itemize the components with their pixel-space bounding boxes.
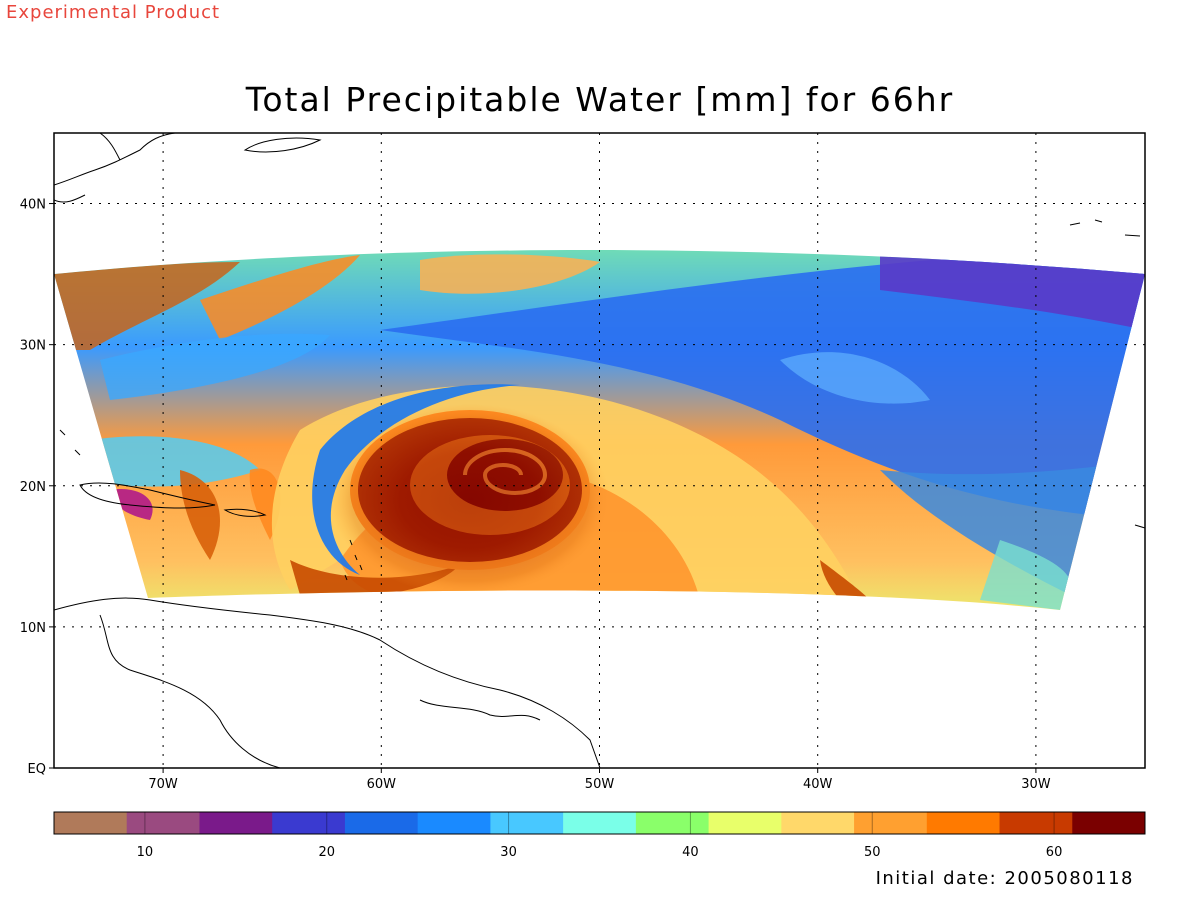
lat-tick-label: EQ [28, 762, 46, 777]
colorbar-swatch-12 [926, 812, 1001, 834]
colorbar-swatch-9 [708, 812, 782, 834]
map-title: Total Precipitable Water [mm] for 66hr [245, 80, 955, 119]
colorbar-label: 20 [318, 845, 335, 860]
colorbar-swatch-3 [272, 812, 346, 834]
lat-tick-label: 30N [20, 339, 46, 354]
lat-tick-label: 20N [20, 480, 46, 495]
colorbar-labels: 10 20 30 40 50 60 [137, 812, 1063, 860]
longitude-ticks: 70W 60W 50W 40W 30W [148, 768, 1051, 792]
colorbar-label: 30 [500, 845, 517, 860]
colorbar-swatch-2 [199, 812, 273, 834]
lon-tick-label: 50W [585, 777, 615, 792]
colorbar [54, 812, 1146, 834]
precipitable-water-field [54, 250, 1145, 610]
graticule [54, 133, 1145, 768]
colorbar-label: 10 [137, 845, 154, 860]
colorbar-swatch-14 [1072, 812, 1146, 834]
colorbar-swatch-7 [563, 812, 637, 834]
colorbar-swatch-4 [344, 812, 419, 834]
colorbar-swatch-10 [781, 812, 855, 834]
lat-tick-label: 10N [20, 621, 46, 636]
colorbar-swatch-11 [854, 812, 928, 834]
colorbar-frame [53, 811, 1146, 835]
colorbar-swatch-6 [490, 812, 564, 834]
initial-date-label: Initial date: 2005080118 [875, 868, 1134, 889]
colorbar-swatch-1 [126, 812, 200, 834]
colorbar-label: 50 [864, 845, 881, 860]
lon-tick-label: 40W [803, 777, 833, 792]
colorbar-label: 40 [682, 845, 699, 860]
lat-tick-label: 40N [20, 198, 46, 213]
lon-tick-label: 60W [367, 777, 397, 792]
colorbar-swatch-13 [999, 812, 1073, 834]
experimental-product-label: Experimental Product [6, 2, 221, 23]
lon-tick-label: 30W [1021, 777, 1051, 792]
colorbar-swatch-5 [417, 812, 491, 834]
coastlines [54, 133, 1145, 768]
colorbar-label: 60 [1046, 845, 1063, 860]
colorbar-swatch-0 [54, 812, 128, 834]
latitude-ticks: EQ 10N 20N 30N 40N [20, 198, 54, 777]
colorbar-swatch-8 [635, 812, 710, 834]
lon-tick-label: 70W [148, 777, 178, 792]
